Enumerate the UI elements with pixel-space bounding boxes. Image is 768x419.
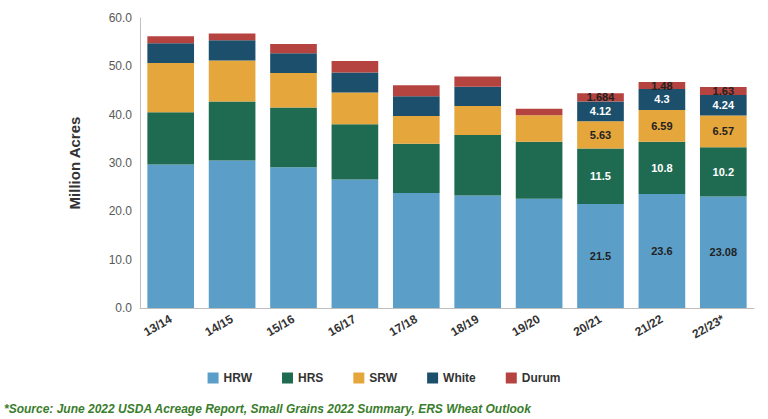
- svg-text:19/20: 19/20: [510, 312, 543, 339]
- svg-text:14/15: 14/15: [203, 312, 236, 339]
- svg-text:*Source: June 2022 USDA Acreag: *Source: June 2022 USDA Acreage Report, …: [4, 402, 532, 416]
- svg-text:HRS: HRS: [298, 371, 323, 385]
- svg-text:6.59: 6.59: [651, 120, 672, 132]
- svg-text:HRW: HRW: [224, 371, 253, 385]
- svg-text:1.63: 1.63: [713, 85, 734, 97]
- svg-text:20.0: 20.0: [109, 204, 133, 218]
- svg-text:23.08: 23.08: [710, 246, 738, 258]
- svg-text:1.684: 1.684: [587, 91, 615, 103]
- svg-text:6.57: 6.57: [713, 125, 734, 137]
- svg-text:22/23*: 22/23*: [690, 312, 727, 342]
- svg-text:15/16: 15/16: [264, 312, 297, 339]
- svg-text:4.12: 4.12: [590, 105, 611, 117]
- svg-text:0.0: 0.0: [115, 301, 132, 315]
- svg-text:20/21: 20/21: [571, 312, 604, 339]
- svg-text:18/19: 18/19: [448, 312, 481, 339]
- svg-text:11.5: 11.5: [590, 170, 611, 182]
- svg-text:50.0: 50.0: [109, 59, 133, 73]
- svg-text:5.63: 5.63: [590, 129, 611, 141]
- svg-text:Million Acres: Million Acres: [66, 117, 83, 210]
- svg-text:Durum: Durum: [522, 371, 561, 385]
- svg-text:17/18: 17/18: [387, 312, 420, 339]
- svg-text:60.0: 60.0: [109, 11, 133, 25]
- svg-text:1.48: 1.48: [651, 80, 672, 92]
- svg-text:40.0: 40.0: [109, 108, 133, 122]
- svg-text:White: White: [443, 371, 476, 385]
- svg-text:SRW: SRW: [369, 371, 397, 385]
- svg-text:21.5: 21.5: [590, 250, 611, 262]
- svg-text:13/14: 13/14: [141, 312, 174, 339]
- svg-text:10.2: 10.2: [713, 166, 734, 178]
- svg-text:10.0: 10.0: [109, 253, 133, 267]
- svg-text:23.6: 23.6: [651, 245, 672, 257]
- svg-text:30.0: 30.0: [109, 156, 133, 170]
- svg-text:21/22: 21/22: [632, 312, 665, 339]
- svg-text:4.3: 4.3: [654, 93, 669, 105]
- svg-text:10.8: 10.8: [651, 162, 672, 174]
- svg-text:16/17: 16/17: [325, 312, 358, 339]
- svg-text:4.24: 4.24: [713, 99, 735, 111]
